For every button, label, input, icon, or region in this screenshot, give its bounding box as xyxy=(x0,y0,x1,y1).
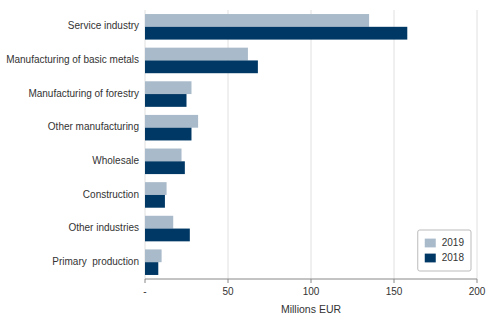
category-label: Service industry xyxy=(68,20,139,31)
x-axis-line xyxy=(145,279,477,280)
category-label: Other industries xyxy=(68,222,139,233)
bar xyxy=(145,262,158,275)
tick-label: - xyxy=(143,286,146,297)
bar xyxy=(145,60,258,73)
tick-label: 150 xyxy=(386,286,403,297)
category-label: Other manufacturing xyxy=(48,121,139,132)
chart-container: Service industry Manufacturing of basic m… xyxy=(0,0,491,321)
tick-label: 200 xyxy=(469,286,486,297)
category-label: Manufacturing of forestry xyxy=(28,88,139,99)
tick-mark xyxy=(145,279,146,283)
legend-swatch xyxy=(425,254,436,263)
grid-line xyxy=(477,10,478,279)
bar xyxy=(145,229,190,242)
y-tick-labels: Service industry Manufacturing of basic m… xyxy=(6,20,139,266)
bars xyxy=(145,14,407,275)
legend-label: 2018 xyxy=(442,252,465,263)
bar xyxy=(145,161,185,174)
tick-label: 100 xyxy=(303,286,320,297)
tick-mark xyxy=(228,279,229,283)
x-axis: - 50 100 150 200 xyxy=(143,279,485,297)
bar xyxy=(145,249,162,262)
bar xyxy=(145,128,191,141)
category-label: Manufacturing of basic metals xyxy=(6,54,139,65)
tick-mark xyxy=(311,279,312,283)
bar xyxy=(145,216,173,229)
category-label: Primary production xyxy=(52,256,139,267)
bar xyxy=(145,94,187,107)
legend-label: 2019 xyxy=(442,237,465,248)
tick-label: 50 xyxy=(222,286,234,297)
bar xyxy=(145,149,182,162)
bar xyxy=(145,14,369,27)
legend-swatch xyxy=(425,239,436,248)
tick-mark xyxy=(477,279,478,283)
x-axis-label: Millions EUR xyxy=(281,303,342,315)
grid-line xyxy=(394,10,395,279)
grid xyxy=(145,10,477,279)
bar xyxy=(145,182,167,195)
bar xyxy=(145,48,248,61)
legend: 2019 2018 xyxy=(418,230,471,271)
category-label: Construction xyxy=(83,189,139,200)
bar xyxy=(145,195,165,208)
category-label: Wholesale xyxy=(92,155,139,166)
legend-box xyxy=(418,230,471,271)
bar xyxy=(145,115,198,128)
bar xyxy=(145,27,407,40)
bar xyxy=(145,81,191,94)
chart: Service industry Manufacturing of basic m… xyxy=(0,0,491,321)
tick-mark xyxy=(394,279,395,283)
grid-line xyxy=(311,10,312,279)
